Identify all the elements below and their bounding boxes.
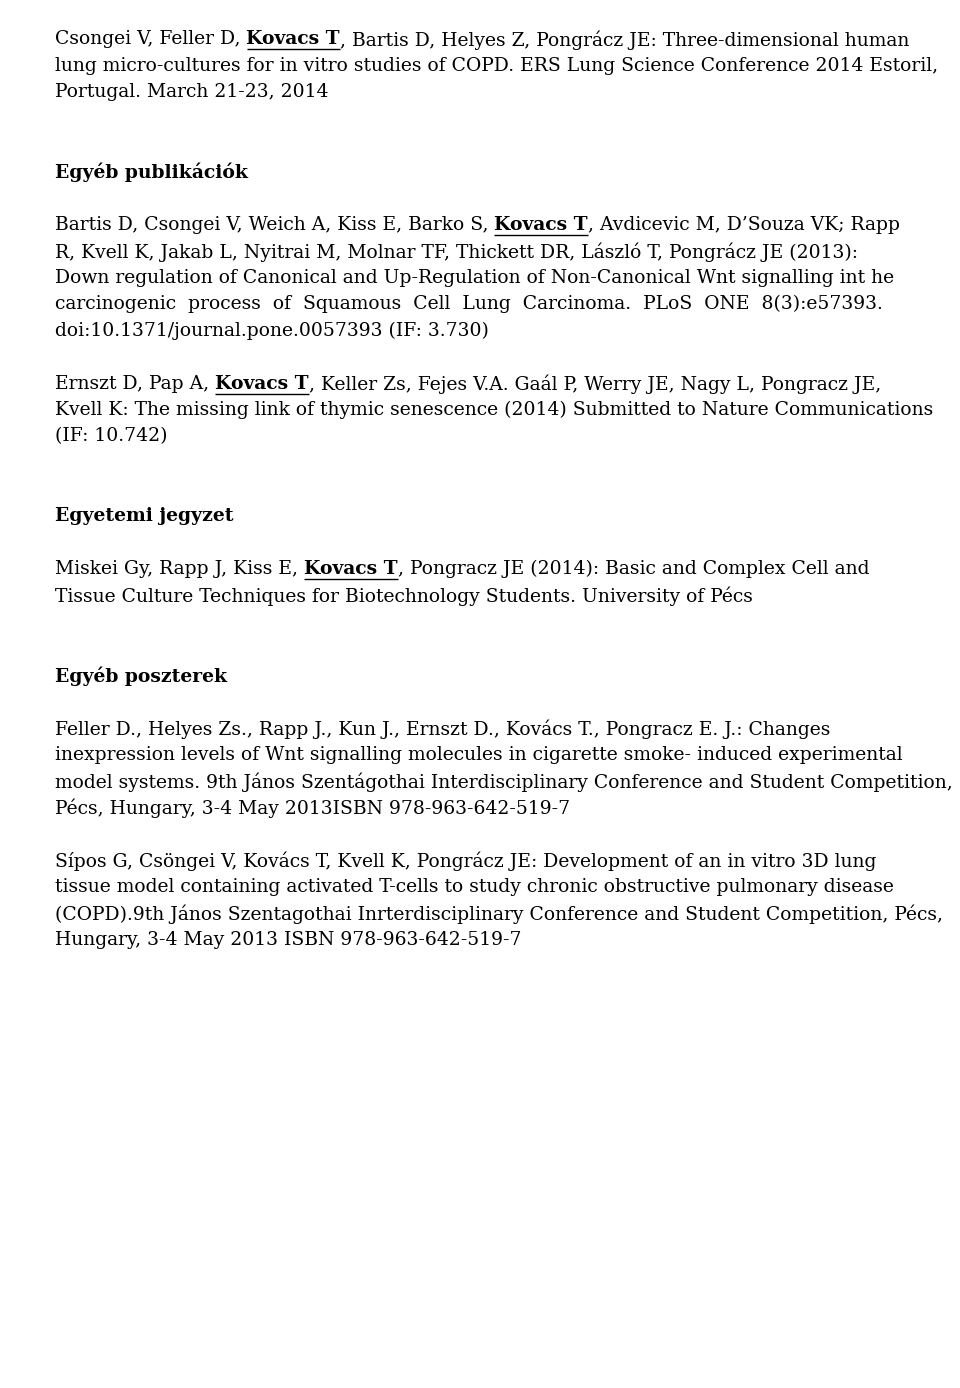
Text: , Keller Zs, Fejes V.A. Gaál P, Werry JE, Nagy L, Pongracz JE,: , Keller Zs, Fejes V.A. Gaál P, Werry JE… [309,375,881,394]
Text: Tissue Culture Techniques for Biotechnology Students. University of Pécs: Tissue Culture Techniques for Biotechnol… [55,587,753,607]
Text: Kovacs T: Kovacs T [304,559,397,577]
Text: (COPD).9th János Szentagothai Inrterdisciplinary Conference and Student Competit: (COPD).9th János Szentagothai Inrterdisc… [55,905,943,924]
Text: Pécs, Hungary, 3-4 May 2013ISBN 978-963-642-519-7: Pécs, Hungary, 3-4 May 2013ISBN 978-963-… [55,798,570,818]
Text: Egyetemi jegyzet: Egyetemi jegyzet [55,507,233,525]
Text: , Avdicevic M, D’Souza VK; Rapp: , Avdicevic M, D’Souza VK; Rapp [588,215,900,233]
Text: Sípos G, Csöngei V, Kovács T, Kvell K, Pongrácz JE: Development of an in vitro 3: Sípos G, Csöngei V, Kovács T, Kvell K, P… [55,851,876,872]
Text: Portugal. March 21-23, 2014: Portugal. March 21-23, 2014 [55,83,328,101]
Text: carcinogenic  process  of  Squamous  Cell  Lung  Carcinoma.  PLoS  ONE  8(3):e57: carcinogenic process of Squamous Cell Lu… [55,296,883,314]
Text: Kvell K: The missing link of thymic senescence (2014) Submitted to Nature Commun: Kvell K: The missing link of thymic sene… [55,401,933,419]
Text: , Bartis D, Helyes Z, Pongrácz JE: Three-dimensional human: , Bartis D, Helyes Z, Pongrácz JE: Three… [340,31,909,50]
Text: Egyéb publikációk: Egyéb publikációk [55,162,248,182]
Text: Egyéb poszterek: Egyéb poszterek [55,666,228,686]
Text: doi:10.1371/journal.pone.0057393 (IF: 3.730): doi:10.1371/journal.pone.0057393 (IF: 3.… [55,322,489,340]
Text: model systems. 9th János Szentágothai Interdisciplinary Conference and Student C: model systems. 9th János Szentágothai In… [55,772,952,791]
Text: Kovacs T: Kovacs T [494,215,588,233]
Text: (IF: 10.742): (IF: 10.742) [55,428,167,446]
Text: Hungary, 3-4 May 2013 ISBN 978-963-642-519-7: Hungary, 3-4 May 2013 ISBN 978-963-642-5… [55,931,521,949]
Text: Kovacs T: Kovacs T [247,31,340,49]
Text: Kovacs T: Kovacs T [215,375,309,393]
Text: Ernszt D, Pap A,: Ernszt D, Pap A, [55,375,215,393]
Text: Miskei Gy, Rapp J, Kiss E,: Miskei Gy, Rapp J, Kiss E, [55,559,304,577]
Text: Bartis D, Csongei V, Weich A, Kiss E, Barko S,: Bartis D, Csongei V, Weich A, Kiss E, Ba… [55,215,494,233]
Text: tissue model containing activated T-cells to study chronic obstructive pulmonary: tissue model containing activated T-cell… [55,879,894,897]
Text: , Pongracz JE (2014): Basic and Complex Cell and: , Pongracz JE (2014): Basic and Complex … [397,559,869,579]
Text: inexpression levels of Wnt signalling molecules in cigarette smoke- induced expe: inexpression levels of Wnt signalling mo… [55,745,902,763]
Text: Down regulation of Canonical and Up-Regulation of Non-Canonical Wnt signalling i: Down regulation of Canonical and Up-Regu… [55,268,894,286]
Text: R, Kvell K, Jakab L, Nyitrai M, Molnar TF, Thickett DR, László T, Pongrácz JE (2: R, Kvell K, Jakab L, Nyitrai M, Molnar T… [55,242,858,261]
Text: lung micro-cultures for in vitro studies of COPD. ERS Lung Science Conference 20: lung micro-cultures for in vitro studies… [55,57,938,75]
Text: Csongei V, Feller D,: Csongei V, Feller D, [55,31,247,49]
Text: Feller D., Helyes Zs., Rapp J., Kun J., Ernszt D., Kovács T., Pongracz E. J.: Ch: Feller D., Helyes Zs., Rapp J., Kun J., … [55,719,830,738]
